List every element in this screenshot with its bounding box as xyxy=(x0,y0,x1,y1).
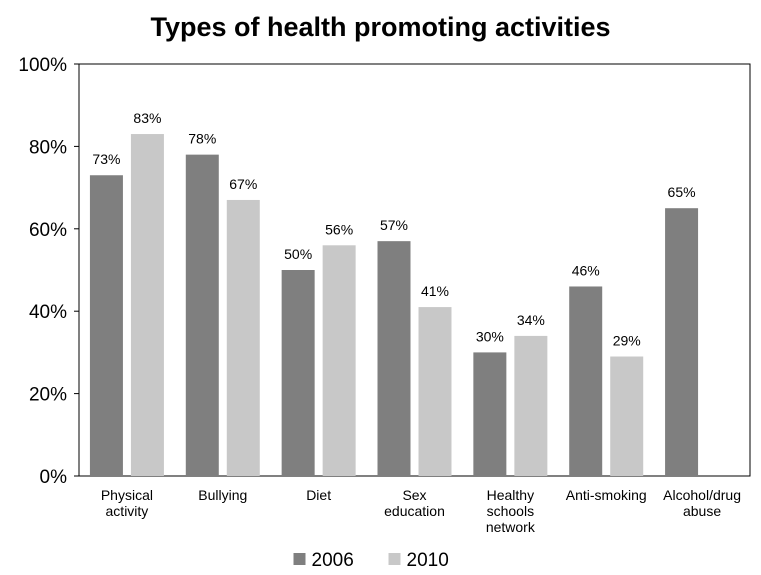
bar-2006-2 xyxy=(281,270,315,476)
data-label-2006-5: 46% xyxy=(572,262,600,278)
y-tick-label: 100% xyxy=(18,55,67,76)
bar-2006-4 xyxy=(473,352,507,476)
y-tick-label: 60% xyxy=(29,220,67,241)
bar-2010-0 xyxy=(130,134,164,477)
x-category-label: Sex xyxy=(402,487,426,503)
y-tick-label: 40% xyxy=(29,302,67,323)
x-category-label: Alcohol/drug xyxy=(663,487,741,503)
x-category-label: Bullying xyxy=(198,487,247,503)
y-tick-label: 20% xyxy=(29,385,67,406)
legend-label-2010: 2010 xyxy=(407,550,449,571)
data-label-2010-3: 41% xyxy=(421,283,449,299)
bar-2010-2 xyxy=(322,245,356,476)
bar-2006-0 xyxy=(89,175,123,477)
legend-swatch-2010 xyxy=(388,553,401,565)
bar-2006-1 xyxy=(185,154,219,476)
bar-2010-1 xyxy=(226,199,260,476)
data-label-2006-0: 73% xyxy=(92,151,120,167)
y-tick-label: 0% xyxy=(40,467,68,488)
data-label-2010-4: 34% xyxy=(517,312,545,328)
x-category-label: Physical xyxy=(101,487,153,503)
x-category-label: network xyxy=(486,519,536,535)
bar-2006-3 xyxy=(377,241,411,476)
data-label-2006-2: 50% xyxy=(284,246,312,262)
data-label-2006-4: 30% xyxy=(476,328,504,344)
x-category-label: education xyxy=(384,503,445,519)
data-label-2006-6: 65% xyxy=(668,184,696,200)
x-category-label: activity xyxy=(106,503,149,519)
data-label-2010-5: 29% xyxy=(613,333,641,349)
bar-2006-5 xyxy=(569,286,603,476)
data-label-2006-1: 78% xyxy=(188,131,216,147)
legend-label-2006: 2006 xyxy=(312,550,354,571)
x-category-label: schools xyxy=(487,503,534,519)
y-tick-label: 80% xyxy=(29,137,67,158)
plot-area-frame xyxy=(78,63,751,477)
data-label-2010-2: 56% xyxy=(325,221,353,237)
data-label-2010-1: 67% xyxy=(229,176,257,192)
chart-title: Types of health promoting activities xyxy=(150,12,611,42)
bar-2010-4 xyxy=(514,335,548,476)
data-label-2010-0: 83% xyxy=(133,110,161,126)
data-label-2006-3: 57% xyxy=(380,217,408,233)
bar-2010-3 xyxy=(418,307,452,476)
bar-2006-6 xyxy=(665,208,699,476)
x-category-label: Anti-smoking xyxy=(566,487,647,503)
x-category-label: Healthy xyxy=(487,487,534,503)
legend-swatch-2006 xyxy=(293,553,306,565)
x-category-label: Diet xyxy=(306,487,331,503)
x-category-label: abuse xyxy=(683,503,721,519)
bar-2010-5 xyxy=(610,356,644,476)
